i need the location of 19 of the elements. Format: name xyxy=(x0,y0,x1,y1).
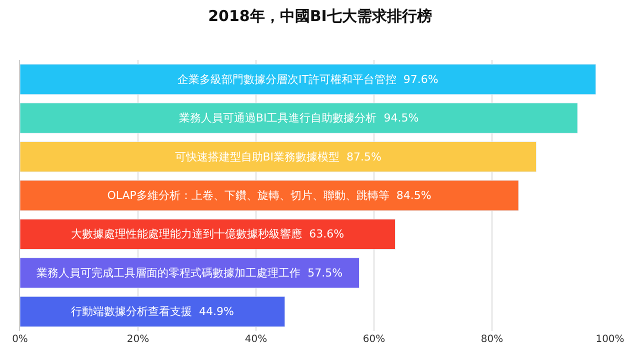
bar xyxy=(20,102,578,134)
bar xyxy=(20,180,519,211)
x-tick-label: 20% xyxy=(126,334,150,345)
category-label: 業務人員可通過BI工具進行自助數據分析 94.5% xyxy=(178,112,419,125)
category-label: 行動端數據分析查看支援 44.9% xyxy=(70,305,234,318)
category-label: OLAP多維分析：上卷、下鑽、旋轉、切片、聯動、跳轉等 84.5% xyxy=(107,189,432,202)
category-label: 業務人員可完成工具層面的零程式碼數據加工處理工作 57.5% xyxy=(36,266,343,280)
category-label: 企業多級部門數據分層次IT許可權和平台管控 97.6% xyxy=(177,72,438,86)
bar xyxy=(20,141,536,172)
x-tick-label: 60% xyxy=(362,334,386,345)
x-tick-label: 100% xyxy=(596,334,624,345)
bar xyxy=(20,296,286,327)
x-tick-label: 0% xyxy=(12,334,28,345)
bar xyxy=(20,64,596,95)
category-label: 大數據處理性能處理能力達到十億數據秒級響應 63.6% xyxy=(71,228,344,241)
x-tick-label: 80% xyxy=(480,334,504,345)
chart-title: 2018年，中國BI七大需求排行榜 xyxy=(208,7,432,26)
x-tick-label: 40% xyxy=(244,334,268,345)
category-label: 可快速搭建型自助BI業務數據模型 87.5% xyxy=(174,150,382,164)
